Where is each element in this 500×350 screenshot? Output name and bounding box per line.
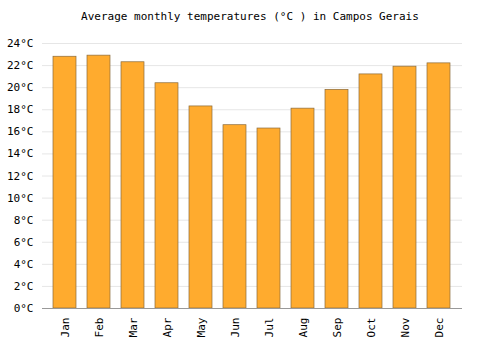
svg-text:Sep: Sep [331,318,344,338]
svg-text:Feb: Feb [93,318,106,338]
svg-text:May: May [195,317,208,337]
svg-text:12°C: 12°C [7,170,34,183]
svg-text:14°C: 14°C [7,147,34,160]
svg-text:16°C: 16°C [7,125,34,138]
svg-text:4°C: 4°C [14,258,34,271]
svg-text:20°C: 20°C [7,81,34,94]
svg-text:8°C: 8°C [14,214,34,227]
svg-text:2°C: 2°C [14,280,34,293]
svg-text:10°C: 10°C [7,192,34,205]
svg-text:Jan: Jan [59,318,72,338]
svg-text:Oct: Oct [365,318,378,338]
svg-text:18°C: 18°C [7,103,34,116]
svg-text:Dec: Dec [433,318,446,338]
svg-text:Nov: Nov [399,317,412,337]
svg-text:6°C: 6°C [14,236,34,249]
svg-text:Aug: Aug [297,318,310,338]
svg-text:Jun: Jun [229,318,242,338]
svg-text:Apr: Apr [161,317,174,337]
svg-text:0°C: 0°C [14,302,34,315]
html-text:Average monthly temperatures (: Average monthly temperatures (°C ) in Ca… [81,10,419,23]
svg-text:24°C: 24°C [7,37,34,50]
svg-text:Jul: Jul [263,318,276,338]
svg-text:Mar: Mar [127,317,140,337]
svg-text:22°C: 22°C [7,59,34,72]
